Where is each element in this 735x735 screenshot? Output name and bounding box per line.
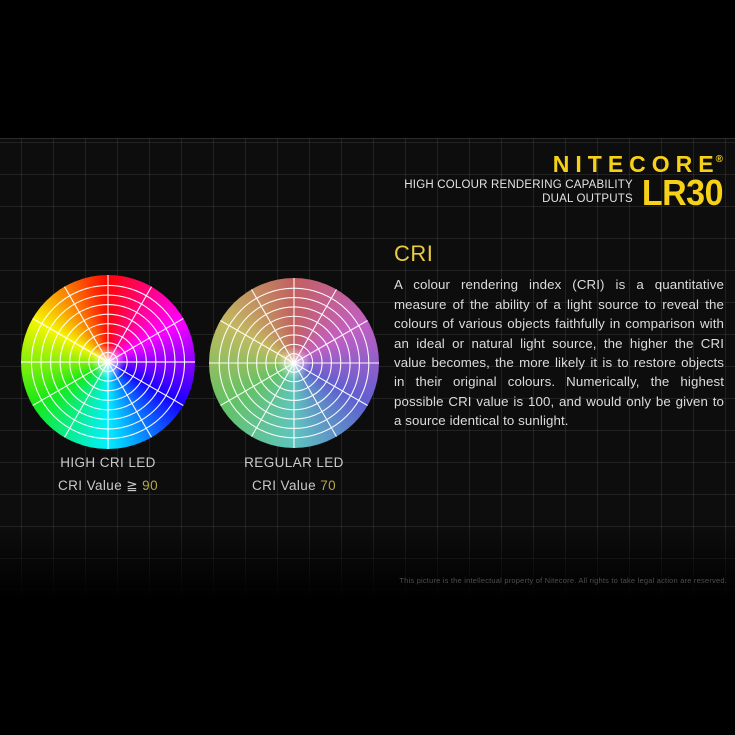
brand-logo-row: NITECORE® [404, 151, 723, 178]
brand-logo: NITECORE [552, 151, 720, 177]
color-wheel-high-cri [21, 275, 195, 449]
wheel-label: HIGH CRI LED [60, 455, 156, 470]
cri-paragraph: A colour rendering index (CRI) is a quan… [394, 277, 724, 429]
polar-grid [209, 278, 379, 448]
cri-value-line: CRI Value ≧ 90 [11, 478, 205, 494]
high-cri-caption: HIGH CRI LED CRI Value ≧ 90 [11, 455, 205, 494]
brand-sub-row: HIGH COLOUR RENDERING CAPABILITY DUAL OU… [404, 172, 724, 214]
color-wheel-regular [209, 278, 379, 448]
cri-value-prefix: CRI Value ≧ [58, 478, 138, 493]
cri-heading: CRI [394, 241, 434, 266]
regular-led-caption: REGULAR LED CRI Value 70 [199, 455, 389, 493]
cri-section: CRI A colour rendering index (CRI) is a … [394, 241, 724, 431]
brand-block: NITECORE® HIGH COLOUR RENDERING CAPABILI… [404, 151, 724, 214]
cri-value: 70 [320, 478, 337, 493]
content-area: NITECORE® HIGH COLOUR RENDERING CAPABILI… [0, 138, 735, 598]
registered-mark: ® [715, 154, 723, 165]
tagline-line-2: DUAL OUTPUTS [542, 192, 633, 205]
tagline-line-1: HIGH COLOUR RENDERING CAPABILITY [404, 179, 633, 191]
wheel-label: REGULAR LED [244, 455, 344, 470]
cri-value-line: CRI Value 70 [199, 478, 389, 493]
disclaimer-text: This picture is the intellectual propert… [399, 576, 727, 585]
polar-grid [21, 275, 195, 449]
brand-tagline: HIGH COLOUR RENDERING CAPABILITY DUAL OU… [404, 179, 633, 209]
cri-value-prefix: CRI Value [251, 478, 317, 493]
model-name: LR30 [641, 172, 724, 214]
cri-value: 90 [142, 478, 158, 493]
